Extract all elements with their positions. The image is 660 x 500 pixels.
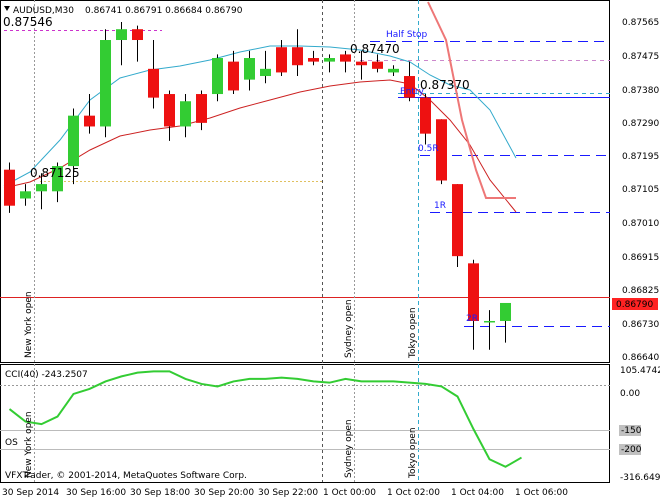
session-label: New York open (24, 291, 34, 358)
copyright-text: VFXTrader, © 2001-2014, MetaQuotes Softw… (5, 471, 247, 481)
slow-moving-average (3, 79, 517, 213)
candle-body (196, 94, 207, 123)
session-label: Tokyo open (408, 427, 418, 479)
cci-panel-frame (0, 364, 610, 483)
time-tick: 30 Sep 22:00 (258, 488, 318, 498)
cci-level-tag (619, 444, 641, 455)
candle-body (84, 115, 95, 127)
time-tick: 1 Oct 04:00 (451, 488, 504, 498)
candles-layer (4, 22, 511, 350)
stop-trail-line (427, 1, 516, 199)
price-tick: 0.87290 (622, 119, 659, 129)
candle-body (452, 184, 463, 257)
cci-series-line (8, 370, 522, 468)
price-tick: 0.87565 (622, 18, 659, 28)
cci-tick: 0.00 (620, 389, 640, 399)
candle-body (20, 191, 31, 199)
price-panel-frame (0, 0, 610, 363)
chevron-down-icon[interactable] (4, 6, 10, 11)
time-tick: 30 Sep 20:00 (194, 488, 254, 498)
time-tick: 30 Sep 2014 (2, 488, 59, 498)
cci-tick: 105.4742 (620, 366, 660, 376)
candle-body (324, 58, 335, 62)
candle-body (100, 40, 111, 127)
candle-body (388, 68, 399, 73)
candle-body (164, 94, 175, 127)
candle-body (292, 47, 303, 66)
candle-body (372, 61, 383, 69)
candle-body (420, 97, 431, 134)
low-price-label: 0.87125 (30, 166, 80, 180)
half-r-label: 0.5R (418, 144, 439, 154)
cci-tick: -316.649 (620, 473, 660, 483)
cci-indicator-label: CCI(40) -243.2507 (5, 370, 88, 380)
candle-body (132, 29, 143, 41)
cci-tick: -150 (621, 426, 642, 436)
candle-body (36, 184, 47, 192)
candle-body (52, 166, 63, 192)
candle-body (500, 302, 511, 321)
time-tick: 1 Oct 00:00 (323, 488, 376, 498)
price-tick: 0.87475 (622, 52, 659, 62)
candle-body (228, 61, 239, 91)
candle-body (244, 58, 255, 80)
candle-body (436, 119, 447, 181)
price-tick: 0.86915 (622, 253, 659, 263)
candle-body (212, 58, 223, 95)
candle-body (148, 68, 159, 98)
candle-body (116, 29, 127, 41)
price-tick: 0.86640 (622, 353, 659, 363)
high-price-label: 0.87546 (3, 15, 53, 29)
two-r-label: 2R (466, 314, 478, 324)
current-price-tag (612, 298, 658, 310)
candle-body (260, 68, 271, 77)
price-tick: 0.87105 (622, 185, 659, 195)
price-tick: 0.86730 (622, 320, 659, 330)
one-r-label: 1R (434, 201, 446, 211)
time-tick: 30 Sep 16:00 (66, 488, 126, 498)
price-axis: 0.87565 0.87475 0.87380 0.87290 0.87195 … (612, 18, 659, 363)
session-label: Sydney open (344, 299, 354, 358)
mid-high-price-label: 0.87470 (350, 42, 400, 56)
candle-body (356, 61, 367, 66)
time-tick: 30 Sep 18:00 (130, 488, 190, 498)
cci-tick: -200 (621, 445, 642, 455)
session-label: New York open (24, 411, 34, 478)
candle-body (276, 47, 287, 73)
current-price-value: 0.86790 (616, 300, 653, 310)
candle-body (468, 263, 479, 321)
candle-body (308, 58, 319, 62)
ohlc-readout: 0.86741 0.86791 0.86684 0.86790 (85, 6, 243, 16)
time-axis: 30 Sep 2014 30 Sep 16:00 30 Sep 18:00 30… (2, 488, 568, 498)
candle-body (484, 320, 495, 323)
entry-label: Entry (400, 87, 425, 97)
price-tick: 0.87010 (622, 219, 659, 229)
cci-level-tag (619, 425, 641, 436)
fast-moving-average (3, 45, 517, 187)
session-label: Sydney open (344, 419, 354, 478)
candle-body (180, 101, 191, 127)
time-tick: 1 Oct 06:00 (515, 488, 568, 498)
price-tick: 0.86825 (622, 286, 659, 296)
session-label: Tokyo open (408, 307, 418, 359)
candle-body (4, 169, 15, 206)
time-tick: 1 Oct 02:00 (387, 488, 440, 498)
cci-axis: 105.4742 0.00 -150 -200 -316.649 (619, 366, 660, 483)
candle-body (340, 54, 351, 62)
price-tick: 0.87195 (622, 152, 659, 162)
symbol-title: AUDUSD,M30 (13, 6, 74, 16)
oversold-label: OS (5, 438, 18, 448)
candle-body (68, 115, 79, 167)
entry-price-label: 0.87370 (420, 78, 470, 92)
candle-body (404, 76, 415, 98)
price-tick: 0.87380 (622, 86, 659, 96)
half-stop-label: Half Stop (386, 30, 428, 40)
